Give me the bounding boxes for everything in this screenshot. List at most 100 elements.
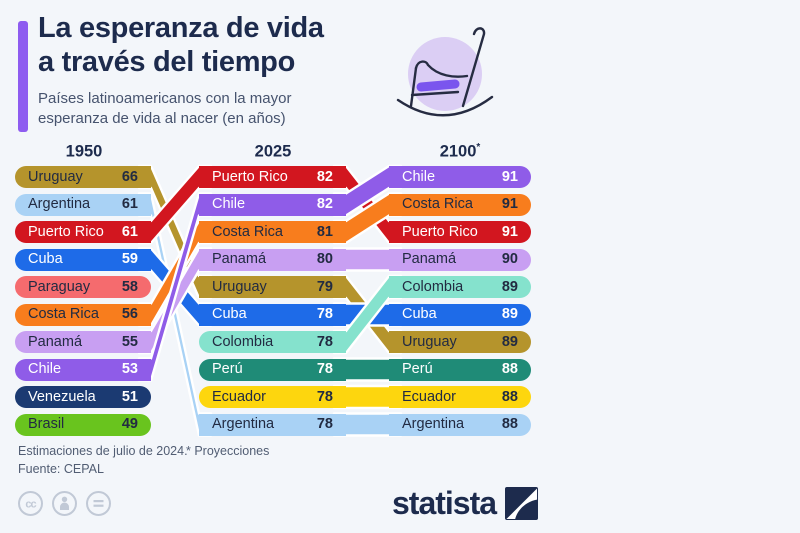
country-label: Perú (402, 361, 433, 378)
country-label: Costa Rica (402, 196, 473, 213)
pill-perú-2100: Perú 88 (389, 358, 531, 381)
country-value: 51 (121, 388, 138, 405)
title-line-1: La esperanza de vida (38, 12, 324, 44)
country-value: 91 (501, 196, 518, 213)
ribbon-costa-rica-gap2 (332, 192, 403, 245)
country-label: Chile (28, 361, 62, 378)
statista-logo-icon (505, 487, 539, 520)
footnote-estimates: Estimaciones de julio de 2024. (18, 444, 188, 458)
cc-icon: cc (18, 491, 43, 516)
pill-costa-rica-2025: Costa Rica 81 (199, 221, 346, 243)
country-value: 89 (501, 333, 518, 350)
pill-cuba-2100: Cuba 89 (389, 303, 531, 326)
chair-front-leg (409, 66, 418, 108)
country-value: 88 (501, 388, 518, 405)
pill-ecuador-2025: Ecuador 78 (199, 386, 346, 408)
pill-uruguay-1950: Uruguay 66 (15, 166, 151, 188)
country-value: 55 (121, 333, 138, 350)
country-value: 49 (121, 416, 138, 433)
pill-puerto-rico-2025: Puerto Rico 82 (199, 166, 346, 188)
pill-costa-rica-1950: Costa Rica 56 (15, 303, 151, 326)
pill-panamá-2025: Panamá 80 (199, 248, 346, 271)
license-icons: cc (17, 490, 112, 517)
page-subtitle: Países latinoamericanos con la mayor esp… (38, 89, 291, 130)
year-suffix: * (476, 142, 481, 153)
column-header-1950: 1950 (66, 142, 103, 162)
ribbon-puerto-rico-gap1 (137, 164, 213, 245)
country-value: 81 (316, 223, 333, 240)
country-label: Ecuador (212, 388, 267, 405)
pill-brasil-1950: Brasil 49 (15, 413, 151, 436)
country-label: Colombia (212, 333, 274, 350)
country-value: 78 (316, 416, 333, 433)
country-value: 88 (501, 361, 518, 378)
pill-argentina-2100: Argentina 88 (389, 413, 531, 436)
country-label: Costa Rica (212, 223, 283, 240)
country-label: Brasil (28, 416, 65, 433)
pill-paraguay-1950: Paraguay 58 (15, 276, 151, 298)
country-value: 53 (121, 361, 138, 378)
country-value: 78 (316, 361, 333, 378)
country-label: Puerto Rico (402, 223, 478, 240)
column-header-2100: 2100* (440, 142, 481, 162)
country-value: 78 (316, 333, 333, 350)
country-label: Argentina (212, 416, 275, 433)
country-label: Colombia (402, 278, 464, 295)
country-label: Uruguay (402, 333, 457, 350)
title-line-2: a través del tiempo (38, 45, 296, 78)
page-title: La esperanza de vida a través del tiempo (38, 12, 324, 79)
title-accent-bar (18, 21, 28, 132)
pill-cuba-1950: Cuba 59 (15, 248, 151, 271)
country-value: 80 (316, 251, 333, 268)
rocking-chair-icon (396, 27, 494, 117)
country-label: Puerto Rico (212, 168, 288, 185)
country-value: 78 (316, 306, 333, 323)
country-value: 82 (316, 196, 333, 213)
country-label: Perú (212, 361, 243, 378)
country-value: 88 (501, 416, 518, 433)
year-text: 1950 (65, 142, 103, 161)
equals-icon (86, 491, 111, 516)
country-value: 61 (121, 223, 138, 240)
subtitle-line-2: esperanza de vida al nacer (en años) (38, 110, 286, 128)
footnote-projections: * Proyecciones (186, 444, 270, 458)
country-value: 91 (501, 168, 518, 185)
statista-wordmark: statista (392, 485, 497, 521)
attribution-person-icon (52, 491, 77, 516)
country-value: 59 (121, 251, 138, 268)
pill-panamá-2100: Panamá 90 (389, 248, 531, 271)
source-note: Fuente: CEPAL (18, 462, 104, 476)
country-label: Cuba (212, 306, 247, 323)
pill-puerto-rico-1950: Puerto Rico 61 (15, 221, 151, 243)
country-value: 89 (501, 278, 518, 295)
pill-uruguay-2025: Uruguay 79 (199, 276, 346, 298)
country-label: Puerto Rico (28, 223, 104, 240)
country-label: Paraguay (28, 278, 91, 295)
country-label: Cuba (402, 306, 437, 323)
country-value: 58 (121, 278, 138, 295)
svg-text:cc: cc (25, 499, 36, 511)
pill-perú-2025: Perú 78 (199, 358, 346, 381)
country-label: Uruguay (212, 278, 267, 295)
pill-colombia-2100: Colombia 89 (389, 276, 531, 298)
country-label: Costa Rica (28, 306, 99, 323)
year-text: 2025 (254, 142, 292, 161)
pill-venezuela-1950: Venezuela 51 (15, 386, 151, 408)
pill-chile-1950: Chile 53 (15, 358, 151, 381)
country-value: 56 (121, 306, 138, 323)
country-label: Chile (402, 168, 436, 185)
country-label: Chile (212, 196, 246, 213)
country-value: 91 (501, 223, 518, 240)
pill-colombia-2025: Colombia 78 (199, 331, 346, 353)
chair-rocker (396, 95, 494, 117)
pill-chile-2100: Chile 91 (389, 166, 531, 188)
statista-branding: statista (392, 485, 539, 522)
pill-uruguay-2100: Uruguay 89 (389, 331, 531, 353)
country-label: Uruguay (28, 168, 83, 185)
country-label: Ecuador (402, 388, 457, 405)
country-value: 61 (121, 196, 138, 213)
subtitle-line-1: Países latinoamericanos con la mayor (38, 90, 292, 107)
country-label: Venezuela (28, 388, 96, 405)
pill-argentina-2025: Argentina 78 (199, 413, 346, 436)
